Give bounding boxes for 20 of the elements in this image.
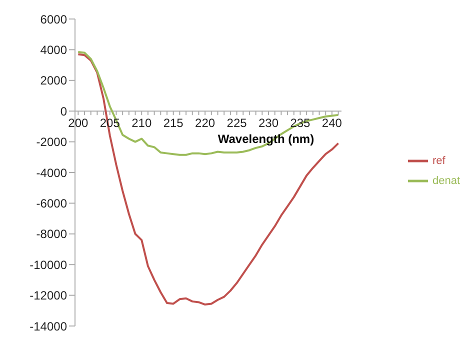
legend-label: denat <box>432 174 460 187</box>
y-tick-label: 4000 <box>40 42 68 57</box>
legend-label: ref <box>432 154 446 167</box>
y-tick-label: 2000 <box>40 74 68 88</box>
x-tick-label: 230 <box>258 116 279 130</box>
y-tick-label: 0 <box>60 104 68 118</box>
y-tick-label: -6000 <box>36 196 68 210</box>
x-tick-label: 240 <box>322 116 342 130</box>
x-tick-label: 225 <box>226 116 248 130</box>
y-tick-label: -12000 <box>30 288 68 303</box>
x-tick-label: 210 <box>132 116 152 130</box>
x-tick-label: 215 <box>163 116 184 130</box>
y-tick-label: -14000 <box>30 319 68 334</box>
y-tick-label: -8000 <box>36 227 68 242</box>
y-tick-label: -10000 <box>30 258 68 272</box>
x-tick-label: 200 <box>68 116 89 130</box>
y-tick-label: -4000 <box>36 166 68 180</box>
y-tick-label: -2000 <box>36 135 68 150</box>
x-tick-label: 220 <box>195 116 216 130</box>
y-tick-label: 6000 <box>40 12 68 26</box>
